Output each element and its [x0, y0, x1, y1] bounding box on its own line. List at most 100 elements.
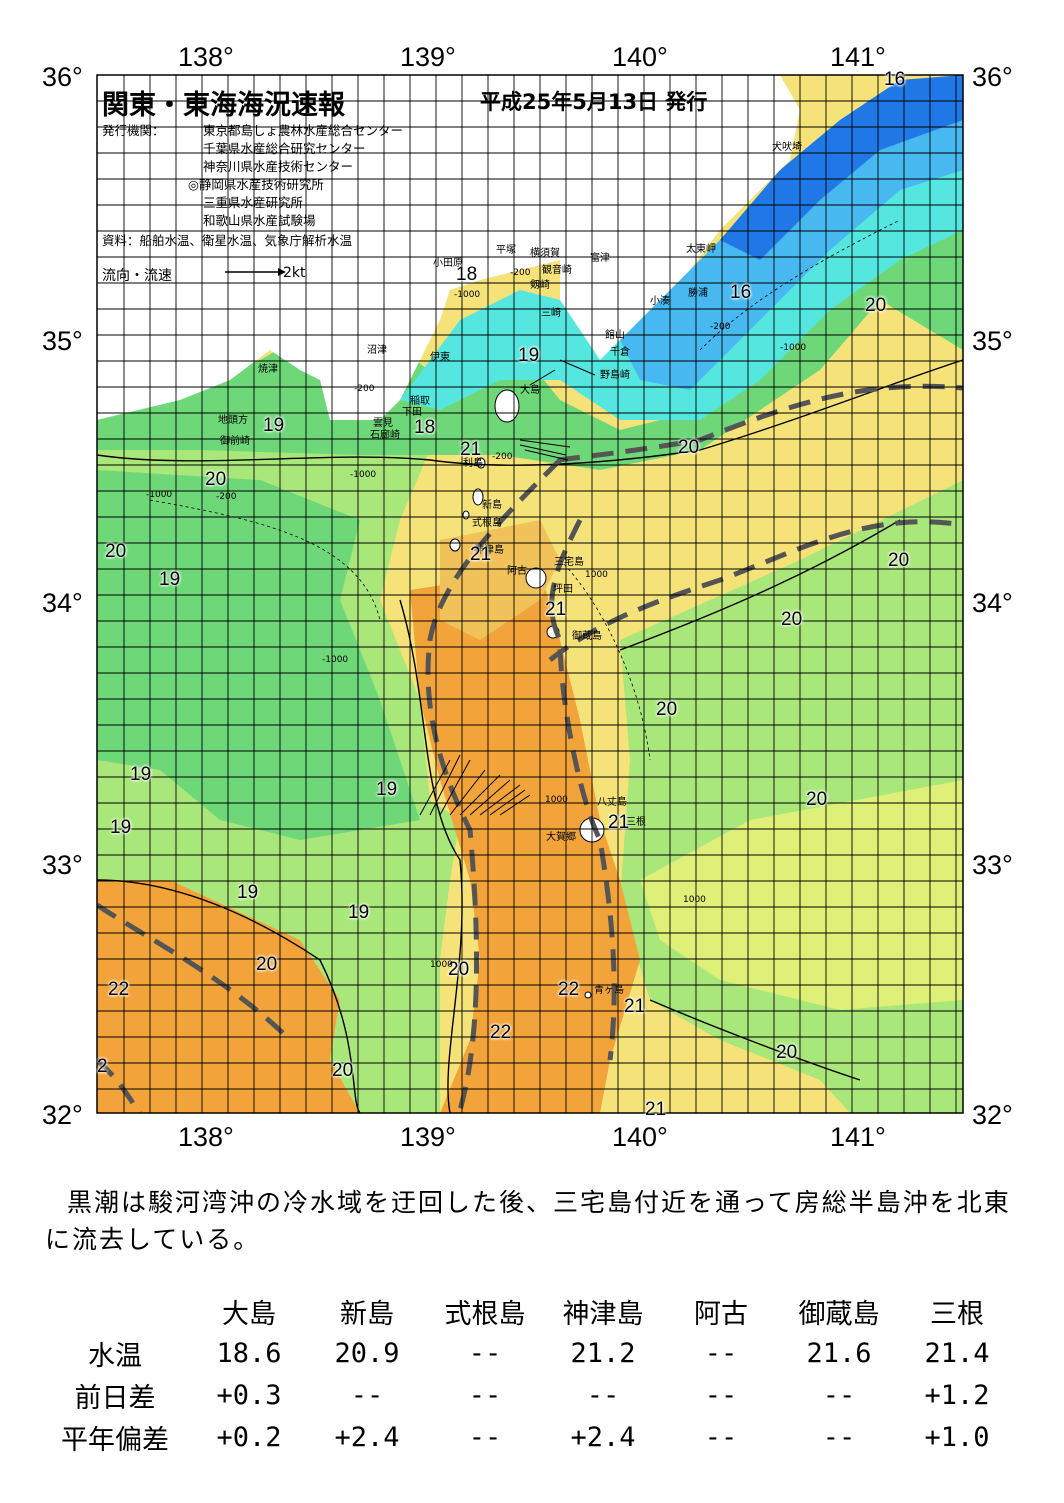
isotherm-label: 21	[645, 1099, 667, 1120]
place-odawara: 小田原	[433, 258, 463, 269]
table-cell: 20.9	[334, 1337, 400, 1369]
table-cell: --	[822, 1421, 856, 1453]
table-cell: 21.4	[924, 1337, 990, 1369]
table-cell: --	[586, 1379, 620, 1411]
isotherm-label: 20	[781, 609, 803, 630]
isotherm-label: 19	[159, 569, 181, 590]
table-cell: 18.6	[216, 1337, 282, 1369]
place-inubozaki: 犬吠埼	[772, 142, 802, 153]
agency-1: 東京都島しょ農林水産総合センター	[203, 123, 404, 138]
isotherm-label: 21	[545, 599, 567, 620]
isotherm-label: 19	[376, 779, 398, 800]
isotherm-label: 19	[110, 817, 132, 838]
lon-label-141-bottom: 141°	[830, 1122, 886, 1152]
table-cell: --	[704, 1421, 738, 1453]
place-kozushima: 神津島	[474, 545, 504, 556]
table-row: 前日差 +0.3 -- -- -- -- -- +1.2	[40, 1374, 1016, 1416]
sea-temperature-map	[96, 74, 964, 1114]
table-cell: --	[704, 1379, 738, 1411]
depth-label: -200	[492, 452, 513, 462]
place-numazu: 沼津	[367, 345, 387, 356]
place-shikinejima: 式根島	[472, 518, 502, 529]
map-title: 関東・東海海況速報	[102, 90, 345, 121]
lat-label-32-right: 32°	[972, 1100, 1013, 1130]
place-ako: 阿古	[507, 566, 527, 577]
agency-4: ◎静岡県水産技術研究所	[188, 177, 324, 192]
flow-scale-label: 2kt	[283, 265, 306, 281]
table-cell: 21.2	[570, 1337, 636, 1369]
isotherm-label: 19	[237, 882, 259, 903]
lat-label-36-left: 36°	[42, 62, 83, 92]
lat-label-34-left: 34°	[42, 588, 83, 618]
station-header: 三根	[930, 1298, 984, 1330]
place-kannonzaki: 観音崎	[542, 265, 572, 276]
table-row: 平年偏差 +0.2 +2.4 -- +2.4 -- -- +1.0	[40, 1416, 1016, 1458]
isotherm-label: 20	[205, 469, 227, 490]
isotherm-label: 19	[130, 764, 152, 785]
agency-5: 三重県水産研究所	[203, 195, 304, 210]
place-aogashima: 青ヶ島	[594, 985, 624, 996]
place-oshima: 大島	[520, 385, 540, 396]
lat-label-36-right: 36°	[972, 62, 1013, 92]
isotherm-label: 20	[256, 954, 278, 975]
isotherm-label: 22	[558, 979, 580, 1000]
isotherm-label: 19	[518, 345, 540, 366]
depth-label: -200	[510, 268, 531, 278]
table-cell: +1.0	[924, 1421, 990, 1453]
depth-label: 1000	[683, 895, 706, 905]
place-omaezaki: 御前崎	[220, 436, 250, 447]
table-cell: 21.6	[806, 1337, 872, 1369]
depth-label: -1000	[454, 290, 481, 300]
depth-label: -1000	[322, 655, 349, 665]
summary-text: 黒潮は駿河湾沖の冷水域を迂回した後、三宅島付近を通って房総半島沖を北東に流去して…	[45, 1188, 1011, 1254]
depth-label: 1000	[585, 570, 608, 580]
table-cell: --	[468, 1337, 502, 1369]
table-cell: +1.2	[924, 1379, 990, 1411]
lon-label-141-top: 141°	[830, 42, 886, 72]
issue-date: 平成25年5月13日 発行	[480, 90, 708, 114]
depth-label: 1000	[545, 795, 568, 805]
depth-label: -200	[354, 384, 375, 394]
row-label: 前日差	[74, 1382, 156, 1414]
place-futtsu: 富津	[590, 253, 610, 264]
table-cell: --	[468, 1421, 502, 1453]
place-tateyama: 館山	[605, 330, 625, 341]
table-cell: --	[350, 1379, 384, 1411]
place-katsuura: 勝浦	[688, 288, 708, 299]
isotherm-label: 18	[456, 264, 478, 285]
station-header: 神津島	[562, 1298, 644, 1330]
place-hiratsuka: 平塚	[496, 245, 516, 256]
place-inatori: 稲取	[410, 396, 430, 407]
lat-label-32-left: 32°	[42, 1100, 83, 1130]
depth-label: 1000	[430, 960, 453, 970]
data-source: 資料：船舶水温、衛星水温、気象庁解析水温	[102, 233, 353, 248]
isotherm-label: 22	[490, 1022, 512, 1043]
lat-label-35-right: 35°	[972, 326, 1013, 356]
isotherm-label: 21	[470, 544, 492, 565]
flow-legend-label: 流向・流速	[102, 268, 172, 284]
agency-2: 千葉県水産総合研究センター	[203, 141, 366, 156]
place-misaki: 三崎	[541, 308, 561, 319]
place-chikura: 千倉	[610, 347, 630, 358]
lon-label-139-bottom: 139°	[400, 1122, 456, 1152]
lon-label-140-top: 140°	[612, 42, 668, 72]
row-label: 平年偏差	[61, 1424, 169, 1456]
lat-label-33-left: 33°	[42, 850, 83, 880]
table-cell: --	[468, 1379, 502, 1411]
place-toshima: 利島	[463, 458, 483, 469]
isotherm-label: 16	[730, 282, 752, 303]
place-irozaki: 石廊崎	[370, 430, 400, 441]
lat-label-34-right: 34°	[972, 588, 1013, 618]
isotherm-label: 20	[776, 1042, 798, 1063]
table-row: 水温 18.6 20.9 -- 21.2 -- 21.6 21.4	[40, 1332, 1016, 1374]
lat-label-35-left: 35°	[42, 326, 83, 356]
place-nojimazaki: 野島崎	[600, 370, 630, 381]
place-ito: 伊東	[430, 352, 450, 363]
isotherm-label: 22	[108, 979, 130, 1000]
table-cell: +2.4	[570, 1421, 636, 1453]
place-tsurugisaki: 剱崎	[530, 280, 550, 291]
table-cell: --	[704, 1337, 738, 1369]
isotherm-label: 20	[888, 550, 910, 571]
agency-label: 発行機関：	[102, 123, 165, 138]
lon-label-139-top: 139°	[400, 42, 456, 72]
